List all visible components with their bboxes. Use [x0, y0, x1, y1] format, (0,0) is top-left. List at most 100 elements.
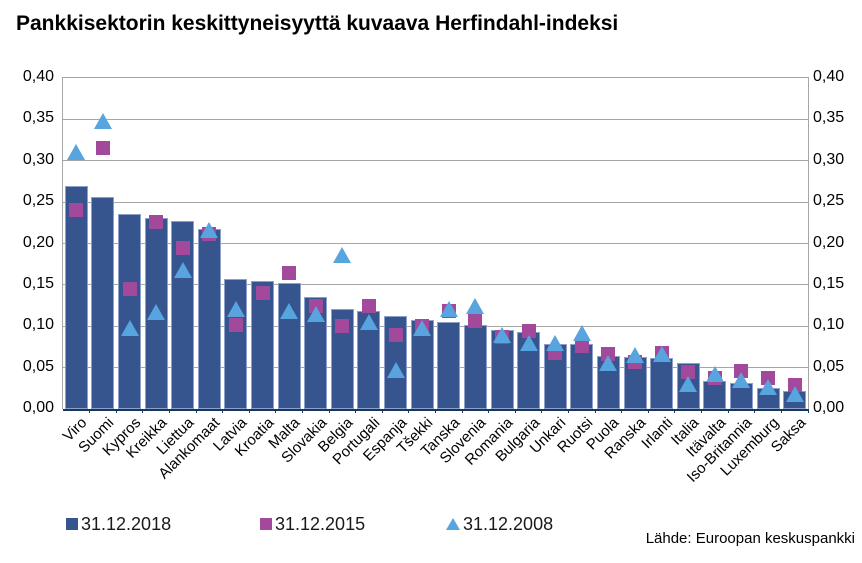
bar-Latvia — [224, 279, 248, 409]
bar-Alankomaat — [197, 228, 221, 409]
gridline — [63, 325, 808, 327]
marker-2008-Ranska — [626, 347, 645, 364]
legend-swatch-square-magenta — [260, 518, 272, 530]
legend-item-31.12.2018: 31.12.2018 — [66, 513, 171, 535]
bar-Viro — [64, 185, 88, 409]
x-axis-tick — [727, 409, 729, 413]
marker-2008-Slovenia — [466, 298, 485, 315]
marker-2008-Malta — [280, 302, 299, 319]
y-tick-label-left: 0,10 — [22, 316, 54, 334]
marker-2015-Bulgaria — [521, 324, 536, 339]
marker-2015-Kroatia — [255, 286, 270, 301]
x-axis-tick — [488, 409, 490, 413]
marker-2008-Liettua — [173, 261, 192, 278]
y-tick-label-left: 0,25 — [22, 192, 54, 210]
marker-2008-Tšekki — [413, 319, 432, 336]
marker-2008-Slovakia — [306, 305, 325, 322]
y-tick-label-right: 0,35 — [813, 109, 845, 127]
y-tick-label-right: 0,15 — [813, 274, 845, 292]
marker-2015-Italia — [681, 364, 696, 379]
bar-Suomi — [91, 197, 115, 409]
bar-Ranska — [623, 356, 647, 409]
x-axis-tick — [408, 409, 410, 413]
x-axis-tick — [115, 409, 117, 413]
plot-area — [62, 77, 809, 413]
y-tick-label-left: 0,20 — [22, 233, 54, 251]
bar-Slovakia — [304, 297, 328, 409]
marker-2015-Malta — [282, 266, 297, 281]
marker-2015-Suomi — [95, 141, 110, 156]
marker-2015-Slovenia — [468, 314, 483, 329]
x-axis-tick — [461, 409, 463, 413]
x-axis-tick — [780, 409, 782, 413]
gridline — [63, 201, 808, 203]
bar-Unkari — [543, 343, 567, 409]
bar-Kroatia — [251, 280, 275, 409]
y-tick-label-right: 0,10 — [813, 316, 845, 334]
bar-Bulgaria — [517, 332, 541, 409]
bar-Romania — [490, 330, 514, 409]
marker-2015-Viro — [69, 202, 84, 217]
marker-2008-Tanska — [439, 300, 458, 317]
bar-Slovenia — [463, 325, 487, 409]
x-axis-tick — [674, 409, 676, 413]
legend-label: 31.12.2015 — [275, 513, 366, 534]
legend-swatch-square-dark — [66, 518, 78, 530]
x-axis-tick — [807, 409, 809, 413]
x-axis-tick — [248, 409, 250, 413]
y-tick-label-right: 0,00 — [813, 399, 845, 416]
marker-2008-Espanja — [386, 362, 405, 379]
x-axis-tick — [647, 409, 649, 413]
legend-label: 31.12.2018 — [81, 513, 172, 534]
x-axis-tick — [621, 409, 623, 413]
marker-2008-Saksa — [785, 386, 804, 403]
x-axis-tick — [168, 409, 170, 413]
gridline — [63, 243, 808, 244]
x-axis-tick — [701, 409, 703, 413]
x-axis-tick — [541, 409, 543, 413]
bar-Irlanti — [650, 357, 674, 409]
marker-2008-Romania — [493, 326, 512, 343]
y-tick-label-right: 0,30 — [813, 150, 845, 168]
marker-2008-Puola — [599, 355, 618, 372]
x-axis-tick — [568, 409, 570, 413]
marker-2008-Luxemburg — [759, 378, 778, 395]
y-tick-label-left: 0,40 — [22, 68, 54, 85]
bar-Portugali — [357, 311, 381, 409]
source-note: Lähde: Euroopan keskuspankki — [645, 530, 855, 547]
legend-swatch-triangle-blue — [446, 518, 460, 530]
marker-2015-Espanja — [388, 328, 403, 343]
y-tick-label-right: 0,25 — [813, 192, 845, 210]
marker-2015-Ruotsi — [574, 339, 589, 354]
marker-2008-Portugali — [359, 314, 378, 331]
marker-2008-Kreikka — [147, 304, 166, 321]
bar-Tšekki — [410, 320, 434, 409]
marker-2015-Liettua — [175, 240, 190, 255]
marker-2008-Belgia — [333, 247, 352, 264]
gridline — [63, 284, 808, 286]
legend-item-31.12.2015: 31.12.2015 — [260, 513, 365, 535]
marker-2008-Itävalta — [705, 366, 724, 383]
x-axis-tick — [435, 409, 436, 413]
y-tick-label-right: 0,20 — [813, 233, 845, 251]
y-tick-label-left: 0,35 — [22, 109, 54, 127]
y-tick-label-left: 0,15 — [22, 274, 54, 292]
marker-2008-Italia — [679, 376, 698, 393]
gridline — [63, 160, 808, 162]
marker-2015-Portugali — [361, 299, 376, 314]
x-axis-tick — [328, 409, 330, 413]
legend-item-31.12.2008: 31.12.2008 — [446, 513, 553, 535]
y-tick-label-right: 0,40 — [813, 68, 845, 85]
x-axis-tick — [301, 409, 303, 413]
x-axis-tick — [381, 409, 383, 413]
x-axis-tick — [754, 409, 756, 413]
marker-2008-Ruotsi — [572, 324, 591, 341]
y-tick-label-right: 0,05 — [813, 357, 845, 375]
marker-2008-Irlanti — [652, 346, 671, 363]
y-tick-label-left: 0,05 — [22, 357, 54, 375]
x-axis-tick — [514, 409, 516, 413]
marker-2015-Kypros — [122, 282, 137, 296]
y-tick-label-left: 0,00 — [22, 399, 54, 416]
x-axis-tick — [195, 409, 197, 413]
